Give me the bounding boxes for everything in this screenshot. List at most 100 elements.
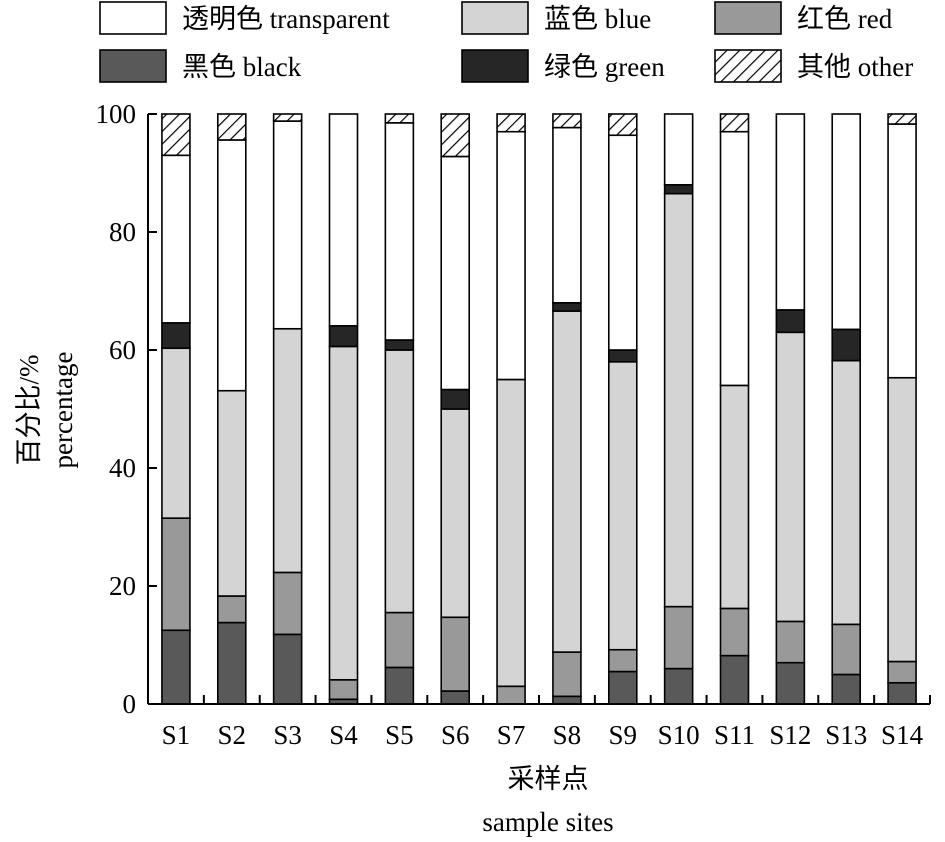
y-axis-title-zh: 百分比/% (14, 355, 44, 466)
x-tick-label: S5 (385, 720, 414, 750)
bar-segment-s4-series-2 (328, 345, 359, 681)
bar-segment-s6-series-5 (440, 113, 471, 158)
bar-segment-s14-series-4 (887, 123, 917, 379)
bar-segment-s6-series-2 (440, 408, 471, 619)
bar-segment-s1-series-5 (161, 113, 191, 157)
y-tick-label: 100 (96, 99, 137, 129)
x-tick-label: S11 (714, 720, 755, 750)
bar-segment-s1-series-0 (161, 629, 191, 705)
bar-segment-s5-series-4 (384, 122, 415, 341)
bar-segment-s3-series-4 (272, 120, 303, 330)
bar-segment-s14-series-2 (887, 376, 917, 663)
bar-segment-s2-series-0 (216, 621, 247, 705)
bar-segment-s9-series-3 (607, 349, 638, 363)
bar-segment-s11-series-2 (719, 384, 750, 610)
bar-segment-s1-series-1 (161, 517, 191, 632)
bar-segment-s6-series-3 (440, 388, 471, 410)
bar-segment-s3-series-5 (272, 113, 303, 122)
bar-segment-s13-series-3 (831, 328, 862, 362)
y-axis-title-en: percentage (48, 352, 78, 469)
bar-segment-s13-series-2 (831, 359, 862, 626)
bar-segment-s5-series-0 (384, 666, 415, 705)
axes: 0 20 40 60 80 100 S1 S2 S3 S4 S5 S6 S7 S8 S9 S10 S11 S12 S… (96, 99, 931, 750)
bar-segment-s11-series-5 (719, 113, 750, 133)
bar-segment-s12-series-3 (775, 309, 806, 334)
x-tick-label: S13 (825, 720, 867, 750)
bar-segment-s10-series-2 (663, 192, 694, 608)
bar-segment-s3-series-0 (272, 633, 303, 705)
x-tick-label: S14 (881, 720, 924, 750)
bar-segment-s4-series-3 (328, 325, 359, 348)
bar-segment-s14-series-1 (887, 660, 917, 684)
legend-swatch (714, 1, 782, 35)
bar-segment-s12-series-0 (775, 661, 806, 705)
legend-label: 蓝色 blue (544, 4, 651, 34)
bar-segment-s11-series-4 (719, 130, 750, 387)
bar-segment-s8-series-1 (552, 651, 582, 698)
bar-segment-s10-series-3 (663, 184, 694, 195)
bar-segment-s7-series-1 (496, 685, 526, 705)
legend-swatch (714, 49, 782, 83)
bar-segment-s8-series-3 (552, 301, 582, 312)
bar-segment-s8-series-0 (552, 695, 582, 705)
bar-segment-s2-series-2 (216, 389, 247, 597)
y-tick-label: 0 (123, 689, 137, 719)
bar-segment-s4-series-4 (328, 113, 359, 327)
bar-segment-s7-series-2 (496, 378, 526, 688)
bar-segment-s5-series-3 (384, 339, 415, 351)
bar-segment-s6-series-1 (440, 616, 471, 692)
bar-segment-s8-series-2 (552, 310, 582, 653)
bar-segment-s2-series-4 (216, 139, 247, 392)
x-tick-label: S6 (441, 720, 470, 750)
x-tick-label: S3 (273, 720, 302, 750)
bar-segment-s8-series-4 (552, 126, 582, 304)
bar-segment-s2-series-1 (216, 595, 247, 624)
bar-segment-s1-series-3 (161, 322, 191, 350)
y-tick-label: 20 (109, 571, 136, 601)
bar-segment-s9-series-1 (607, 648, 638, 673)
x-tick-label: S7 (497, 720, 526, 750)
x-tick-label: S10 (658, 720, 700, 750)
bar-segment-s10-series-0 (663, 667, 694, 705)
bars-group (161, 113, 917, 705)
bar-segment-s14-series-5 (887, 113, 917, 125)
bar-segment-s11-series-1 (719, 607, 750, 657)
bar-segment-s10-series-4 (663, 113, 694, 186)
bar-segment-s9-series-0 (607, 670, 638, 705)
legend-label: 其他 other (797, 52, 913, 82)
bar-segment-s1-series-4 (161, 154, 191, 324)
legend-swatch (461, 1, 529, 35)
y-tick-label: 60 (109, 335, 136, 365)
bar-segment-s13-series-0 (831, 673, 862, 705)
x-tick-label: S8 (553, 720, 582, 750)
legend-label: 红色 red (797, 4, 893, 34)
bar-segment-s1-series-2 (161, 347, 191, 519)
x-tick-label: S1 (162, 720, 191, 750)
x-tick-label: S9 (609, 720, 638, 750)
bar-segment-s3-series-2 (272, 327, 303, 574)
bar-segment-s9-series-5 (607, 113, 638, 137)
bar-segment-s7-series-4 (496, 130, 526, 381)
bar-segment-s14-series-0 (887, 681, 917, 705)
legend: 透明色 transparent 蓝色 blue 红色 red 黑色 black 绿色 g… (99, 1, 913, 83)
bar-segment-s12-series-1 (775, 620, 806, 664)
bar-segment-s5-series-5 (384, 113, 415, 124)
x-axis-title-zh: 采样点 (508, 764, 589, 794)
x-tick-label: S12 (769, 720, 811, 750)
bar-segment-s3-series-1 (272, 571, 303, 636)
bar-segment-s9-series-2 (607, 360, 638, 651)
bar-segment-s9-series-4 (607, 134, 638, 351)
bar-segment-s5-series-1 (384, 611, 415, 669)
x-tick-label: S2 (218, 720, 247, 750)
bar-segment-s6-series-0 (440, 690, 471, 705)
bar-segment-s8-series-5 (552, 113, 582, 129)
bar-segment-s2-series-5 (216, 113, 247, 141)
bar-segment-s4-series-1 (328, 679, 359, 701)
bar-segment-s13-series-4 (831, 113, 862, 331)
legend-label: 透明色 transparent (182, 4, 390, 34)
bar-segment-s5-series-2 (384, 349, 415, 614)
y-tick-label: 80 (109, 217, 136, 247)
y-tick-label: 40 (109, 453, 136, 483)
bar-segment-s11-series-0 (719, 654, 750, 705)
